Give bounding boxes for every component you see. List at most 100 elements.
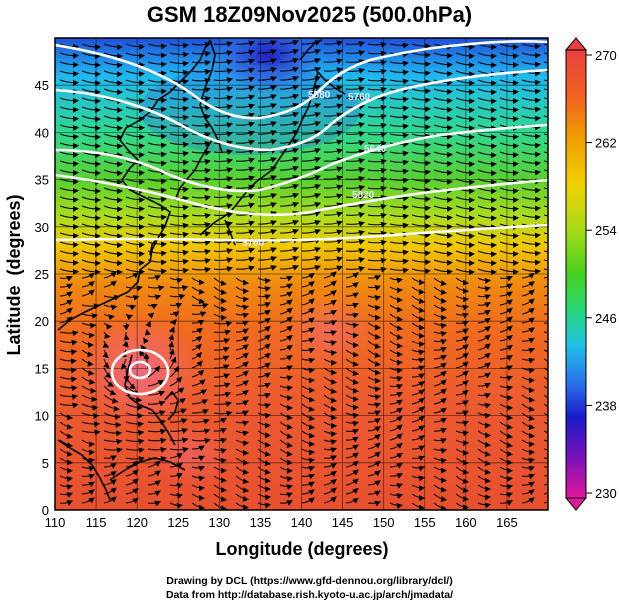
- streamline: [213, 167, 233, 174]
- streamline: [125, 456, 145, 463]
- streamline: [59, 169, 79, 176]
- streamline: [323, 403, 337, 412]
- height-contours: [55, 40, 548, 396]
- streamline: [433, 169, 453, 176]
- streamline: [477, 133, 497, 141]
- streamline: [301, 76, 321, 82]
- streamline: [213, 410, 233, 417]
- contour-label-5820: 5820: [352, 190, 375, 201]
- x-tick-label: 135: [250, 515, 272, 530]
- streamline: [411, 43, 431, 50]
- streamline: [59, 484, 73, 490]
- streamline: [367, 95, 387, 102]
- streamline: [103, 322, 113, 330]
- streamline: [81, 481, 95, 488]
- streamline: [213, 286, 227, 296]
- streamline: [81, 457, 95, 464]
- streamline: [235, 247, 255, 254]
- streamline: [367, 460, 381, 468]
- streamline: [147, 250, 167, 257]
- colorbar-max-arrow: [564, 37, 588, 51]
- streamline: [345, 420, 359, 427]
- streamline: [191, 335, 202, 342]
- streamline: [367, 203, 387, 210]
- streamline: [477, 232, 497, 240]
- streamline: [169, 222, 189, 229]
- streamline: [301, 58, 321, 64]
- streamline: [411, 160, 431, 167]
- streamline: [191, 295, 205, 305]
- streamline: [59, 291, 73, 298]
- streamline: [59, 376, 78, 383]
- streamline: [411, 277, 425, 286]
- streamline: [81, 187, 101, 195]
- streamline: [433, 484, 447, 493]
- streamline: [59, 250, 79, 257]
- colorbar-min-arrow: [564, 497, 588, 511]
- streamline: [301, 265, 321, 271]
- streamline: [257, 439, 271, 448]
- streamline: [477, 205, 497, 213]
- streamline: [345, 68, 365, 74]
- streamline: [235, 502, 249, 510]
- streamline: [521, 357, 535, 364]
- streamline: [279, 291, 293, 298]
- streamline: [169, 483, 183, 489]
- streamline: [213, 417, 227, 424]
- streamline: [169, 240, 189, 247]
- streamline: [433, 115, 453, 122]
- streamline: [411, 389, 425, 396]
- streamline: [301, 184, 321, 190]
- streamline: [455, 142, 475, 150]
- streamline: [345, 429, 359, 435]
- streamline: [433, 370, 447, 378]
- streamline: [257, 286, 271, 292]
- streamline: [169, 437, 189, 444]
- streamline: [235, 410, 249, 417]
- streamline: [191, 475, 205, 482]
- streamline: [191, 409, 209, 415]
- streamline: [279, 112, 299, 118]
- streamline: [345, 257, 365, 263]
- streamline: [345, 469, 359, 477]
- streamline: [389, 105, 409, 112]
- streamline: [389, 42, 409, 49]
- streamline: [213, 212, 233, 219]
- streamline: [103, 160, 123, 168]
- streamline: [389, 433, 403, 441]
- streamline: [213, 475, 227, 484]
- streamline: [301, 247, 321, 253]
- streamline: [499, 421, 513, 430]
- streamline: [477, 493, 491, 501]
- streamline: [169, 258, 189, 265]
- streamline: [147, 196, 167, 203]
- streamline: [367, 68, 387, 75]
- streamline: [279, 355, 293, 361]
- streamline: [411, 445, 425, 452]
- streamline: [367, 140, 387, 147]
- streamline: [235, 328, 249, 335]
- streamline: [191, 123, 211, 129]
- streamline: [147, 304, 158, 310]
- streamline: [81, 124, 101, 132]
- streamline: [191, 87, 211, 93]
- streamline: [455, 328, 469, 335]
- streamline: [235, 336, 249, 343]
- streamline: [345, 95, 365, 101]
- streamline: [345, 331, 359, 339]
- streamline: [235, 370, 249, 378]
- streamline: [191, 502, 205, 510]
- streamline: [433, 295, 447, 304]
- streamline: [279, 412, 293, 421]
- streamline: [103, 271, 117, 279]
- streamline: [411, 425, 425, 432]
- streamline: [389, 277, 403, 284]
- streamline: [81, 142, 101, 150]
- streamline: [81, 241, 101, 249]
- streamline: [411, 340, 425, 348]
- streamline: [279, 67, 299, 73]
- streamline: [257, 484, 271, 493]
- streamline: [257, 256, 277, 262]
- streamline: [521, 133, 541, 140]
- streamline: [147, 43, 167, 50]
